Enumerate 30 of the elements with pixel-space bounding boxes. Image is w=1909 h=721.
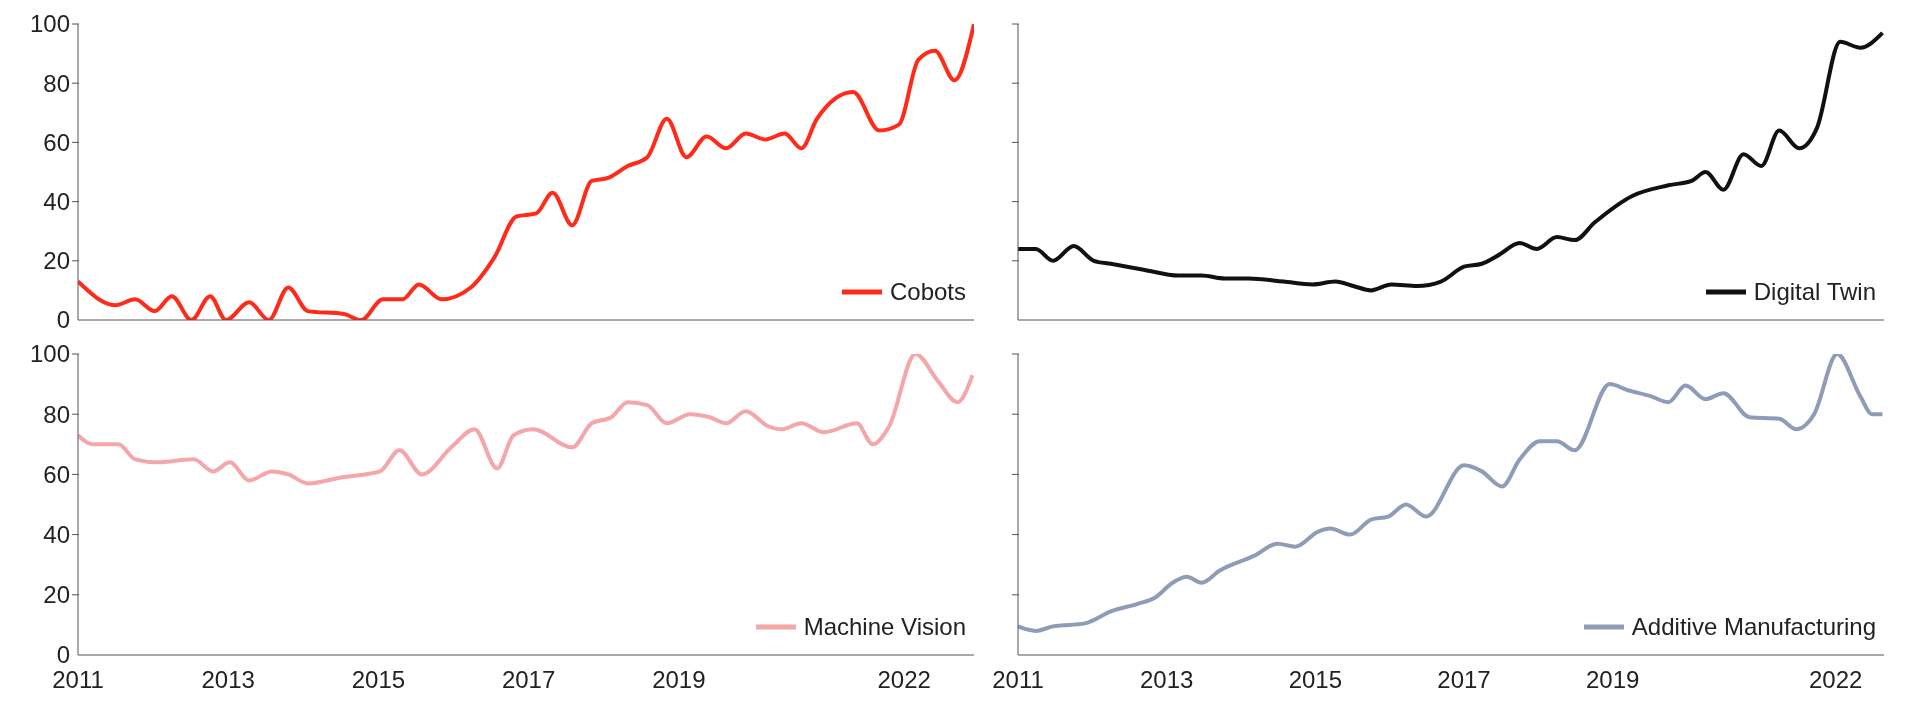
y-tick-label: 20	[43, 247, 70, 275]
x-tick-label: 2015	[351, 666, 406, 694]
x-tick-label: 2011	[992, 666, 1044, 694]
legend-label: Cobots	[889, 278, 966, 306]
y-tick-label: 0	[56, 306, 70, 334]
x-tick-label: 2022	[1808, 666, 1863, 694]
y-tick-label: 0	[56, 641, 70, 669]
y-tick-label: 60	[43, 460, 70, 488]
x-tick-label: 2011	[52, 666, 104, 694]
x-tick-label: 2019	[1585, 666, 1640, 694]
x-tick-label: 2017	[501, 666, 556, 694]
y-tick-label: 20	[43, 581, 70, 609]
y-tick-label: 80	[43, 69, 70, 97]
x-tick-label: 2013	[201, 666, 255, 694]
line-series	[78, 354, 974, 486]
x-tick-label: 2019	[652, 666, 706, 694]
legend-label: Machine Vision	[803, 613, 966, 641]
y-tick-label: 60	[43, 128, 70, 156]
x-tick-label: 2017	[1437, 666, 1491, 694]
x-tick-label: 2022	[877, 666, 931, 694]
legend-label: Additive Manufacturing	[1631, 613, 1876, 641]
y-tick-label: 100	[29, 340, 70, 368]
x-tick-label: 2015	[1288, 666, 1343, 694]
legend-label: Digital Twin	[1753, 278, 1876, 306]
x-tick-label: 2013	[1139, 666, 1194, 694]
y-tick-label: 40	[43, 188, 70, 215]
line-series	[78, 24, 974, 320]
y-tick-label: 80	[43, 400, 70, 428]
y-tick-label: 40	[43, 521, 70, 548]
y-tick-label: 100	[29, 10, 70, 38]
